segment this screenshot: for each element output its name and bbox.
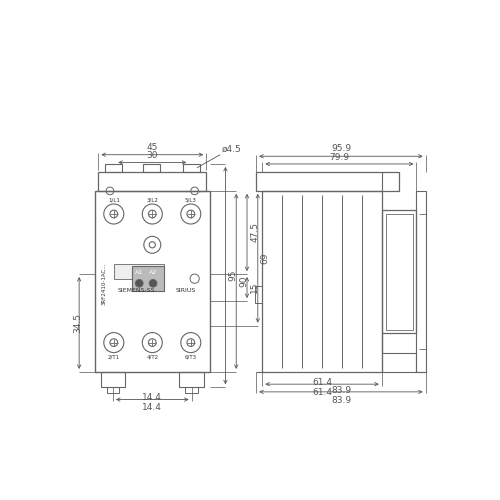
Text: 47.5: 47.5 — [250, 222, 259, 242]
Text: 15: 15 — [250, 282, 259, 294]
Text: 2/T1: 2/T1 — [108, 355, 120, 360]
Text: 3RF2410-1AC...: 3RF2410-1AC... — [102, 262, 106, 304]
Text: 4/T2: 4/T2 — [146, 355, 158, 360]
Text: ø4.5: ø4.5 — [222, 145, 242, 154]
Text: 61.4: 61.4 — [312, 388, 332, 397]
Text: 45: 45 — [146, 142, 158, 152]
Bar — [143, 164, 160, 172]
Text: 14.4: 14.4 — [142, 402, 162, 411]
Bar — [114, 264, 164, 280]
Bar — [94, 191, 210, 372]
Text: SIRIUS: SIRIUS — [176, 288, 196, 294]
Bar — [254, 286, 262, 303]
Circle shape — [149, 280, 157, 287]
Bar — [104, 164, 122, 172]
Text: 69: 69 — [261, 252, 270, 264]
Bar — [132, 266, 164, 291]
Text: 30: 30 — [146, 151, 158, 160]
Circle shape — [136, 280, 143, 287]
Bar — [107, 387, 119, 394]
Bar — [186, 387, 198, 394]
Bar — [386, 214, 412, 330]
Bar — [183, 164, 200, 172]
Text: 79.9: 79.9 — [330, 152, 349, 162]
Text: 61.4: 61.4 — [312, 378, 332, 387]
Text: 95: 95 — [228, 270, 237, 281]
Bar — [100, 372, 126, 387]
Text: SIEMENS-SS: SIEMENS-SS — [118, 288, 155, 294]
Bar — [262, 191, 382, 372]
Text: 6/T3: 6/T3 — [184, 355, 197, 360]
Text: 83.9: 83.9 — [331, 396, 351, 404]
Text: A2: A2 — [149, 270, 157, 275]
Bar — [382, 210, 416, 334]
Bar — [416, 191, 426, 372]
Bar — [179, 372, 204, 387]
Text: 95.9: 95.9 — [331, 144, 351, 153]
Text: A1: A1 — [135, 270, 143, 275]
Text: 14.4: 14.4 — [142, 393, 162, 402]
Text: 3/L2: 3/L2 — [146, 198, 158, 202]
Text: 34.5: 34.5 — [73, 313, 82, 333]
Text: 5/L3: 5/L3 — [185, 198, 196, 202]
Text: 90: 90 — [240, 276, 248, 287]
Bar — [98, 172, 206, 191]
Text: 83.9: 83.9 — [331, 386, 351, 395]
Text: 1/L1: 1/L1 — [108, 198, 120, 202]
Bar — [256, 172, 398, 191]
